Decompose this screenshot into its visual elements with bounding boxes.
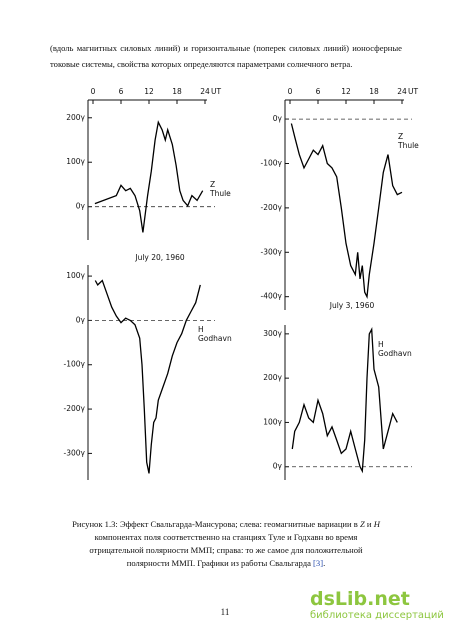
figure: July 20, 1960 July 3, 1960 0 6 12 18 24 UT0γ1… — [64, 87, 419, 480]
y-tick-label: 100γ — [66, 157, 85, 166]
reference-link[interactable]: [3] — [313, 558, 324, 568]
y-tick-label: 100γ — [66, 271, 85, 280]
y-tick-label: -300γ — [261, 247, 283, 256]
y-tick-label: 100γ — [263, 417, 282, 426]
x-tick-label: 12 — [144, 87, 154, 96]
caption-symbol: H — [373, 519, 380, 529]
y-tick-label: -200γ — [64, 404, 86, 413]
y-tick-label: -300γ — [64, 448, 86, 457]
annotation: Z — [210, 180, 215, 189]
x-tick-label: 0 — [91, 87, 96, 96]
y-tick-label: -200γ — [261, 203, 283, 212]
y-tick-label: -100γ — [64, 360, 86, 369]
caption-text: и — [366, 519, 372, 529]
caption-text: . — [323, 558, 326, 568]
annotation: H — [198, 325, 204, 334]
annotation: Z — [398, 132, 403, 141]
page-number: 11 — [220, 607, 230, 617]
x-tick-label: 6 — [119, 87, 124, 96]
y-tick-label: -400γ — [261, 292, 283, 301]
x-tick-label: 6 — [316, 87, 321, 96]
y-tick-label: 300γ — [263, 329, 282, 338]
watermark-logo: dsLib.net — [310, 588, 410, 610]
caption-text: компонентах поля соответственно на станц… — [89, 532, 363, 568]
data-line — [94, 120, 204, 233]
x-tick-label: 24 — [397, 87, 407, 96]
date-label: July 20, 1960 — [134, 253, 184, 262]
watermark-tagline: библиотека диссертаций — [310, 610, 444, 621]
caption-symbol: Z — [359, 519, 365, 529]
annotation: Godhavn — [378, 349, 412, 358]
annotation: Godhavn — [198, 334, 232, 343]
y-tick-label: -100γ — [261, 158, 283, 167]
x-axis-label: UT — [211, 87, 221, 96]
annotation: H — [378, 340, 384, 349]
x-tick-label: 18 — [172, 87, 182, 96]
data-line — [94, 279, 201, 474]
paragraph: (вдоль магнитных силовых линий) и горизо… — [50, 43, 402, 69]
data-line — [291, 327, 398, 474]
x-tick-label: 0 — [288, 87, 293, 96]
x-tick-label: 24 — [200, 87, 210, 96]
caption: Рисунок 1.3: Эффект Свальгарда-Мансурова… — [70, 518, 382, 570]
x-axis-label: UT — [408, 87, 418, 96]
x-tick-label: 12 — [341, 87, 351, 96]
watermark: dsLib.net библиотека диссертаций — [310, 588, 444, 621]
date-label: July 3, 1960 — [329, 301, 375, 310]
caption-text: Рисунок 1.3: Эффект Свальгарда-Мансурова… — [72, 519, 358, 529]
y-tick-label: 200γ — [66, 113, 85, 122]
annotation: Thule — [209, 189, 231, 198]
data-line — [290, 123, 403, 299]
y-tick-label: 200γ — [263, 373, 282, 382]
y-tick-label: 0γ — [76, 202, 86, 211]
y-tick-label: 0γ — [76, 315, 86, 324]
x-tick-label: 18 — [369, 87, 379, 96]
y-tick-label: 0γ — [273, 114, 283, 123]
annotation: Thule — [397, 141, 419, 150]
y-tick-label: 0γ — [273, 462, 283, 471]
